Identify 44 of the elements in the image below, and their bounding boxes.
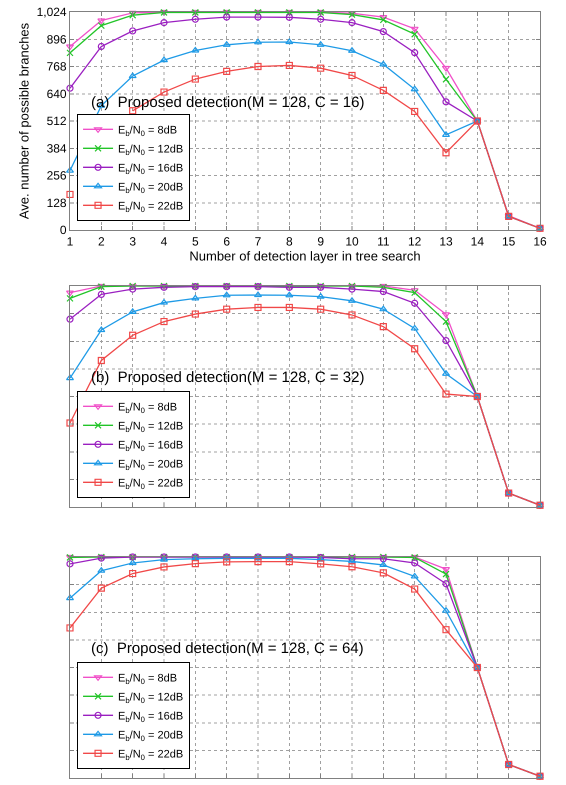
x-tick-label: 16 — [533, 234, 547, 248]
y-axis-title: Ave. number of possible branches — [16, 22, 32, 220]
x-tick-label: 8 — [286, 234, 293, 248]
y-tick-label: 0 — [60, 223, 67, 238]
legend-label: E$_{b}$/N$_{0}$ = 8dB — [118, 672, 178, 686]
legend-label: E$_{b}$/N$_{0}$ = 20dB — [118, 730, 184, 743]
y-tick-label: 1,024 — [36, 5, 67, 20]
x-tick-label: 12 — [408, 234, 422, 248]
x-tick-label: 5 — [192, 234, 199, 248]
x-tick-label: 13 — [439, 234, 453, 248]
legend-label: E$_{b}$/N$_{0}$ = 8dB — [118, 124, 178, 138]
legend-label: E$_{b}$/N$_{0}$ = 8dB — [118, 402, 178, 415]
y-tick-label: 384 — [46, 141, 67, 156]
legend-label: E$_{b}$/N$_{0}$ = 12dB — [118, 692, 184, 705]
y-tick-label: 512 — [46, 114, 67, 128]
y-tick-label: 640 — [46, 86, 67, 101]
x-axis-title: Number of detection layer in tree search — [189, 248, 421, 264]
x-tick-label: 15 — [502, 234, 516, 248]
legend-label: E$_{b}$/N$_{0}$ = 20dB — [118, 458, 184, 472]
legend-label: E$_{b}$/N$_{0}$ = 16dB — [118, 162, 184, 176]
x-tick-label: 6 — [223, 234, 230, 248]
legend-label: E$_{b}$/N$_{0}$ = 22dB — [118, 200, 184, 214]
x-tick-label: 4 — [160, 234, 168, 248]
x-tick-label: 7 — [254, 234, 262, 248]
y-tick-label: 256 — [46, 168, 67, 183]
legend-label: E$_{b}$/N$_{0}$ = 12dB — [118, 144, 184, 157]
y-tick-label: 896 — [46, 32, 67, 46]
x-tick-label: 14 — [470, 234, 484, 248]
legend-label: E$_{b}$/N$_{0}$ = 22dB — [118, 748, 184, 762]
x-tick-label: 9 — [317, 234, 324, 248]
x-tick-label: 2 — [98, 234, 105, 248]
y-tick-label: 768 — [46, 60, 67, 74]
x-tick-label: 10 — [345, 234, 359, 248]
legend-label: E$_{b}$/N$_{0}$ = 20dB — [118, 182, 184, 195]
legend-label: E$_{b}$/N$_{0}$ = 22dB — [118, 478, 184, 491]
annotation: (b) Proposed detection(M = 128, C = 32) — [91, 369, 364, 386]
x-tick-label: 1 — [66, 234, 74, 248]
legend-label: E$_{b}$/N$_{0}$ = 16dB — [118, 440, 184, 453]
legend-label: E$_{b}$/N$_{0}$ = 16dB — [118, 710, 184, 724]
annotation: (c) Proposed detection(M = 128, C = 64) — [91, 640, 364, 657]
y-tick-label: 128 — [46, 196, 67, 210]
legend-label: E$_{b}$/N$_{0}$ = 12dB — [118, 420, 184, 434]
x-tick-label: 11 — [377, 234, 390, 248]
x-tick-label: 3 — [129, 234, 136, 248]
